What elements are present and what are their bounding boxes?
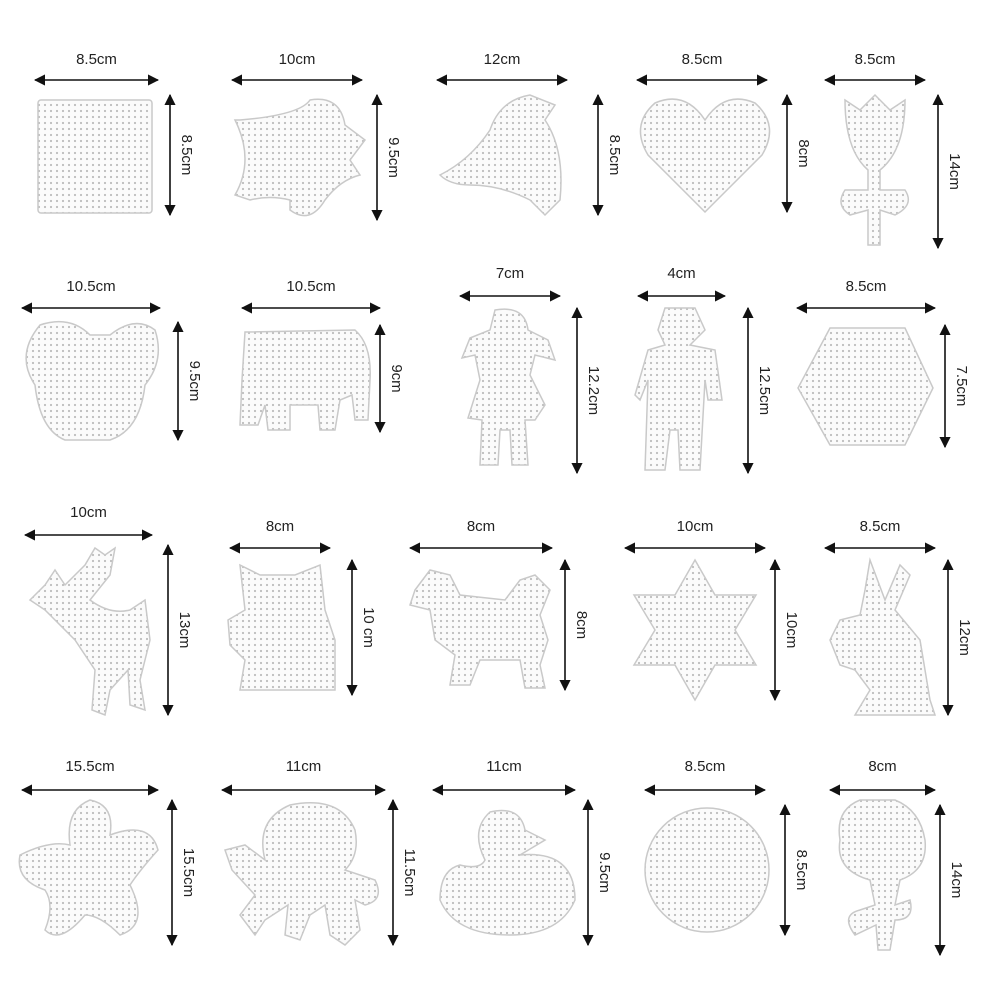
height-label: 8cm (573, 611, 590, 639)
height-label: 11.5cm (401, 848, 418, 896)
height-label: 9.5cm (596, 852, 613, 893)
width-label: 8.5cm (846, 278, 887, 295)
height-label: 13cm (176, 612, 193, 649)
boy-board (634, 307, 723, 471)
width-label: 8.5cm (76, 51, 117, 68)
width-label: 7cm (496, 265, 524, 282)
width-label: 10cm (677, 518, 714, 535)
width-label: 11cm (286, 758, 322, 775)
width-label: 8.5cm (685, 758, 726, 775)
width-label: 8.5cm (855, 51, 896, 68)
height-label: 8.5cm (606, 135, 623, 176)
width-label: 15.5cm (65, 758, 114, 775)
rabbit-board (829, 557, 937, 716)
heart-board (639, 98, 771, 214)
hexagon-board (797, 327, 934, 446)
elephant-board (239, 329, 371, 431)
pegboards (18, 93, 937, 951)
height-label: 10cm (783, 612, 800, 649)
circle-board (644, 807, 770, 933)
height-label: 12cm (956, 619, 973, 656)
square-board (37, 99, 153, 214)
height-label: 8cm (795, 139, 812, 167)
width-label: 10cm (279, 51, 316, 68)
height-label: 9.5cm (385, 137, 402, 178)
height-label: 14cm (948, 862, 965, 899)
fish-board (233, 98, 367, 217)
width-label: 12cm (484, 51, 521, 68)
flower-board (18, 799, 159, 936)
width-label: 10cm (70, 504, 107, 521)
star-board (632, 558, 758, 702)
deer-board (28, 546, 151, 717)
width-label: 8.5cm (682, 51, 723, 68)
duck-board (439, 809, 576, 936)
width-label: 4cm (667, 265, 695, 282)
height-label: 7.5cm (953, 366, 970, 407)
width-label: 8cm (266, 518, 294, 535)
width-label: 10.5cm (66, 278, 115, 295)
stem-flower-board (838, 799, 927, 951)
height-label: 9cm (388, 364, 405, 392)
width-label: 8cm (868, 758, 896, 775)
octopus-board (224, 802, 380, 946)
dog-board (409, 569, 551, 689)
width-label: 8cm (467, 518, 495, 535)
width-label: 11cm (486, 758, 522, 775)
height-label: 8.5cm (793, 850, 810, 891)
width-label: 8.5cm (860, 518, 901, 535)
width-label: 10.5cm (286, 278, 335, 295)
dolphin-board (438, 94, 562, 217)
bear-board (25, 320, 160, 441)
girl-board (460, 308, 557, 466)
height-label: 9.5cm (186, 361, 203, 402)
height-label: 12.2cm (585, 366, 602, 415)
tulip-board (840, 93, 910, 246)
height-label: 14cm (946, 153, 963, 190)
cat-board (227, 563, 336, 691)
dimensions: 8.5cm 8.5cm 10cm 9.5cm 12cm 8.5cm 8.5cm 8cm 8.5c… (20, 51, 973, 957)
height-label: 8.5cm (178, 135, 195, 176)
height-label: 10 cm (360, 607, 377, 648)
height-label: 12.5cm (756, 366, 773, 415)
height-label: 15.5cm (180, 848, 197, 897)
